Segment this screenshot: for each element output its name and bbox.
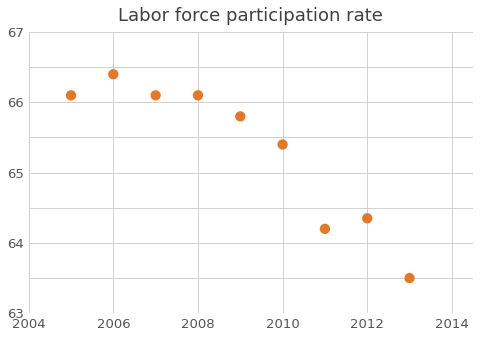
Point: [194, 93, 202, 98]
Point: [279, 142, 287, 147]
Point: [109, 72, 117, 77]
Point: [321, 226, 329, 232]
Point: [406, 275, 413, 281]
Point: [448, 317, 456, 323]
Title: Labor force participation rate: Labor force participation rate: [119, 7, 384, 25]
Point: [152, 93, 159, 98]
Point: [363, 216, 371, 221]
Point: [237, 114, 244, 119]
Point: [67, 93, 75, 98]
